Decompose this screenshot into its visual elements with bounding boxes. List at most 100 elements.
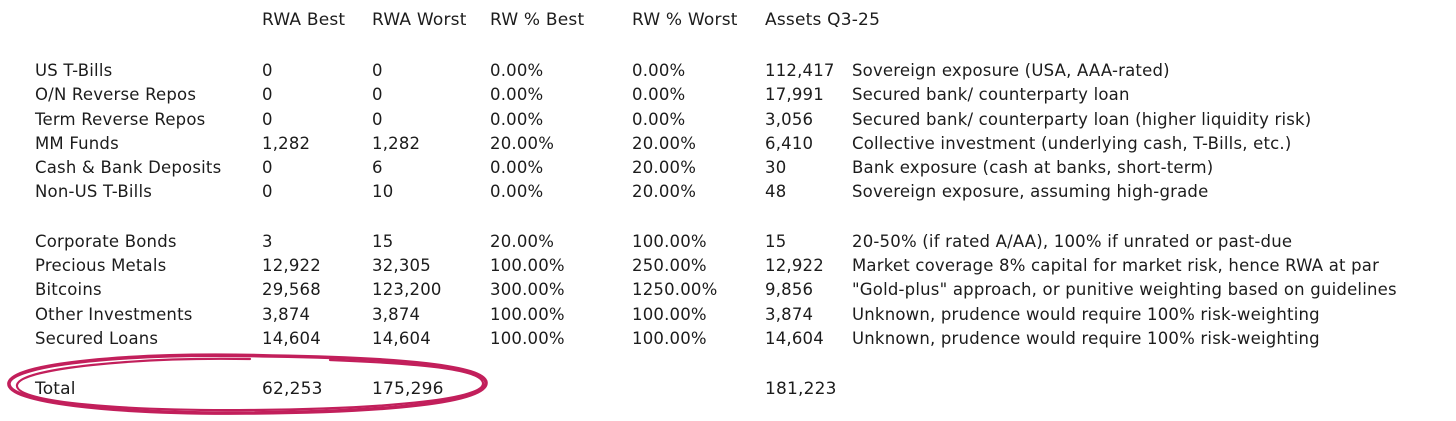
table-total-row: Total 62,253 175,296 181,223 [35, 377, 1456, 401]
cell-rw-pct-worst: 0.00% [632, 85, 686, 105]
cell-rwa-best: 12,922 [262, 256, 321, 276]
cell-rwa-best: 1,282 [262, 133, 311, 153]
total-rwa-best: 62,253 [262, 378, 323, 399]
cell-rwa-worst: 10 [372, 182, 394, 202]
table-row: Precious Metals 12,922 32,305 100.00% 25… [35, 253, 1456, 277]
table-row: Other Investments 3,874 3,874 100.00% 10… [35, 302, 1456, 326]
table-row: Secured Loans 14,604 14,604 100.00% 100.… [35, 326, 1456, 350]
cell-rw-pct-best: 0.00% [490, 158, 544, 178]
cell-rwa-best: 0 [262, 109, 273, 129]
cell-assets: 9,856 [765, 280, 814, 300]
cell-rwa-best: 0 [262, 158, 273, 178]
cell-rw-pct-best: 100.00% [490, 328, 565, 348]
cell-rwa-worst: 14,604 [372, 328, 431, 348]
cell-assets: 112,417 [765, 60, 835, 80]
cell-rwa-worst: 0 [372, 60, 383, 80]
cell-note: 20-50% (if rated A/AA), 100% if unrated … [852, 231, 1293, 251]
cell-note: Collective investment (underlying cash, … [852, 133, 1292, 153]
cell-note: Unknown, prudence would require 100% ris… [852, 304, 1320, 324]
cell-assets: 12,922 [765, 256, 824, 276]
total-rwa-worst: 175,296 [372, 378, 444, 399]
column-header-rw-pct-worst: RW % Worst [632, 10, 738, 31]
row-label: Other Investments [35, 304, 193, 324]
cell-rwa-worst: 32,305 [372, 256, 431, 276]
column-header-rwa-worst: RWA Worst [372, 10, 467, 31]
cell-rwa-worst: 123,200 [372, 280, 442, 300]
cell-rw-pct-worst: 100.00% [632, 231, 707, 251]
cell-assets: 15 [765, 231, 787, 251]
cell-rwa-best: 3,874 [262, 304, 311, 324]
cell-note: "Gold-plus" approach, or punitive weight… [852, 280, 1397, 300]
total-assets: 181,223 [765, 378, 837, 399]
cell-rw-pct-best: 300.00% [490, 280, 565, 300]
cell-rwa-best: 0 [262, 182, 273, 202]
table-header-row: RWA Best RWA Worst RW % Best RW % Worst … [35, 8, 1456, 32]
cell-assets: 3,874 [765, 304, 814, 324]
cell-note: Market coverage 8% capital for market ri… [852, 256, 1380, 276]
cell-assets: 6,410 [765, 133, 814, 153]
cell-rw-pct-worst: 0.00% [632, 60, 686, 80]
row-label: Non-US T-Bills [35, 182, 153, 202]
cell-note: Bank exposure (cash at banks, short-term… [852, 158, 1214, 178]
cell-note: Secured bank/ counterparty loan [852, 85, 1130, 105]
cell-rw-pct-worst: 250.00% [632, 256, 707, 276]
cell-assets: 30 [765, 158, 787, 178]
cell-note: Unknown, prudence would require 100% ris… [852, 328, 1320, 348]
cell-rw-pct-best: 100.00% [490, 256, 565, 276]
cell-assets: 17,991 [765, 85, 824, 105]
cell-rw-pct-best: 0.00% [490, 85, 544, 105]
cell-rwa-best: 3 [262, 231, 273, 251]
cell-rwa-best: 0 [262, 60, 273, 80]
row-label: US T-Bills [35, 60, 113, 80]
row-label: Precious Metals [35, 256, 167, 276]
cell-rwa-worst: 1,282 [372, 133, 421, 153]
row-label: MM Funds [35, 133, 119, 153]
column-header-rw-pct-best: RW % Best [490, 10, 585, 31]
rwa-table: RWA Best RWA Worst RW % Best RW % Worst … [35, 8, 1456, 401]
cell-rw-pct-best: 0.00% [490, 109, 544, 129]
cell-rw-pct-best: 100.00% [490, 304, 565, 324]
row-label: O/N Reverse Repos [35, 85, 197, 105]
table-row: US T-Bills 0 0 0.00% 0.00% 112,417 Sover… [35, 58, 1456, 82]
cell-assets: 14,604 [765, 328, 824, 348]
cell-rwa-worst: 0 [372, 85, 383, 105]
cell-rwa-worst: 15 [372, 231, 394, 251]
cell-rw-pct-worst: 20.00% [632, 182, 697, 202]
cell-rw-pct-best: 20.00% [490, 231, 555, 251]
row-label: Term Reverse Repos [35, 109, 206, 129]
cell-rwa-worst: 6 [372, 158, 383, 178]
cell-rw-pct-worst: 0.00% [632, 109, 686, 129]
table-row: Term Reverse Repos 0 0 0.00% 0.00% 3,056… [35, 107, 1456, 131]
cell-assets: 48 [765, 182, 787, 202]
table-row: Non-US T-Bills 0 10 0.00% 20.00% 48 Sove… [35, 180, 1456, 204]
cell-rwa-best: 29,568 [262, 280, 321, 300]
table-group-liquid-assets: US T-Bills 0 0 0.00% 0.00% 112,417 Sover… [35, 58, 1456, 204]
cell-note: Secured bank/ counterparty loan (higher … [852, 109, 1312, 129]
cell-rwa-worst: 3,874 [372, 304, 421, 324]
table-row: Corporate Bonds 3 15 20.00% 100.00% 15 2… [35, 229, 1456, 253]
table-row: Bitcoins 29,568 123,200 300.00% 1250.00%… [35, 278, 1456, 302]
row-label: Corporate Bonds [35, 231, 177, 251]
table-group-risk-assets: Corporate Bonds 3 15 20.00% 100.00% 15 2… [35, 229, 1456, 350]
cell-rw-pct-worst: 20.00% [632, 158, 697, 178]
cell-rw-pct-worst: 1250.00% [632, 280, 718, 300]
row-label: Cash & Bank Deposits [35, 158, 222, 178]
cell-rw-pct-best: 0.00% [490, 60, 544, 80]
cell-note: Sovereign exposure (USA, AAA-rated) [852, 60, 1170, 80]
cell-rw-pct-worst: 20.00% [632, 133, 697, 153]
cell-assets: 3,056 [765, 109, 814, 129]
cell-rwa-best: 0 [262, 85, 273, 105]
row-label: Secured Loans [35, 328, 159, 348]
table-row: MM Funds 1,282 1,282 20.00% 20.00% 6,410… [35, 131, 1456, 155]
cell-note: Sovereign exposure, assuming high-grade [852, 182, 1209, 202]
cell-rw-pct-best: 20.00% [490, 133, 555, 153]
column-header-assets: Assets Q3-25 [765, 10, 881, 31]
cell-rw-pct-worst: 100.00% [632, 304, 707, 324]
column-header-rwa-best: RWA Best [262, 10, 346, 31]
table-row: O/N Reverse Repos 0 0 0.00% 0.00% 17,991… [35, 83, 1456, 107]
cell-rwa-best: 14,604 [262, 328, 321, 348]
cell-rw-pct-worst: 100.00% [632, 328, 707, 348]
cell-rw-pct-best: 0.00% [490, 182, 544, 202]
cell-rwa-worst: 0 [372, 109, 383, 129]
table-row: Cash & Bank Deposits 0 6 0.00% 20.00% 30… [35, 155, 1456, 179]
